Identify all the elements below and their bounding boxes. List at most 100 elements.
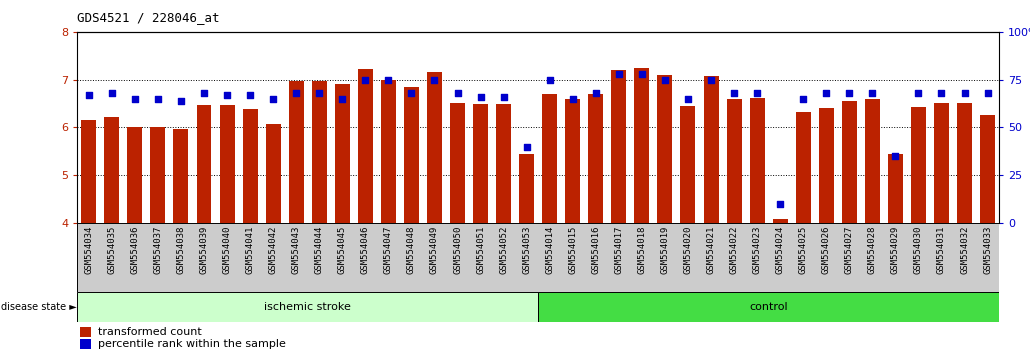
Text: GDS4521 / 228046_at: GDS4521 / 228046_at: [77, 11, 219, 24]
Point: [956, 90, 972, 96]
Point: [380, 77, 397, 82]
Point: [657, 77, 674, 82]
Point: [864, 90, 881, 96]
Point: [911, 90, 927, 96]
Bar: [519, 154, 535, 223]
Bar: [80, 339, 91, 349]
Point: [611, 71, 627, 77]
Bar: [981, 115, 995, 223]
Bar: [197, 105, 211, 223]
Text: GSM554023: GSM554023: [753, 226, 761, 274]
Text: percentile rank within the sample: percentile rank within the sample: [99, 339, 286, 349]
Text: GSM554039: GSM554039: [200, 226, 208, 274]
Point: [887, 153, 903, 159]
Point: [587, 90, 604, 96]
Point: [196, 90, 212, 96]
Point: [288, 90, 305, 96]
Bar: [703, 76, 719, 223]
Text: GSM554024: GSM554024: [776, 226, 785, 274]
Text: GSM554035: GSM554035: [107, 226, 116, 274]
Text: GSM554017: GSM554017: [614, 226, 623, 274]
Bar: [542, 94, 557, 223]
Point: [495, 94, 512, 100]
Bar: [473, 104, 488, 223]
Bar: [128, 127, 142, 223]
Point: [795, 96, 812, 102]
Bar: [81, 120, 96, 223]
Text: GSM554028: GSM554028: [868, 226, 877, 274]
Text: transformed count: transformed count: [99, 327, 202, 337]
Point: [265, 96, 281, 102]
Bar: [934, 103, 949, 223]
Point: [127, 96, 143, 102]
Point: [542, 77, 558, 82]
Point: [473, 94, 489, 100]
Text: GSM554036: GSM554036: [131, 226, 139, 274]
Bar: [726, 99, 742, 223]
Bar: [538, 292, 999, 322]
Bar: [819, 108, 833, 223]
Point: [726, 90, 743, 96]
Text: GSM554025: GSM554025: [798, 226, 808, 274]
Bar: [911, 107, 926, 223]
Text: GSM554027: GSM554027: [845, 226, 854, 274]
Point: [818, 90, 834, 96]
Bar: [219, 105, 235, 223]
Text: GSM554043: GSM554043: [291, 226, 301, 274]
Text: GSM554032: GSM554032: [960, 226, 969, 274]
Bar: [404, 87, 419, 223]
Text: GSM554029: GSM554029: [891, 226, 900, 274]
Text: GSM554034: GSM554034: [84, 226, 94, 274]
Bar: [288, 81, 304, 223]
Point: [933, 90, 950, 96]
Point: [149, 96, 166, 102]
Bar: [796, 112, 811, 223]
Bar: [312, 81, 327, 223]
Bar: [381, 80, 396, 223]
Point: [680, 96, 696, 102]
Point: [334, 96, 350, 102]
Point: [564, 96, 581, 102]
Point: [403, 90, 419, 96]
Bar: [681, 106, 695, 223]
Bar: [865, 99, 880, 223]
Text: ischemic stroke: ischemic stroke: [265, 302, 351, 312]
Point: [218, 92, 235, 98]
Point: [518, 144, 535, 149]
Bar: [80, 326, 91, 337]
Text: GSM554049: GSM554049: [430, 226, 439, 274]
Text: GSM554022: GSM554022: [729, 226, 739, 274]
Text: GSM554053: GSM554053: [522, 226, 531, 274]
Text: GSM554015: GSM554015: [569, 226, 577, 274]
Text: GSM554050: GSM554050: [453, 226, 462, 274]
Text: GSM554020: GSM554020: [684, 226, 692, 274]
Bar: [842, 101, 857, 223]
Bar: [450, 103, 465, 223]
Text: GSM554030: GSM554030: [914, 226, 923, 274]
Bar: [243, 109, 258, 223]
Text: GSM554026: GSM554026: [822, 226, 831, 274]
Text: GSM554031: GSM554031: [937, 226, 946, 274]
Bar: [335, 84, 350, 223]
Text: disease state ►: disease state ►: [1, 302, 77, 312]
Text: GSM554051: GSM554051: [476, 226, 485, 274]
Text: GSM554019: GSM554019: [660, 226, 670, 274]
Bar: [104, 117, 119, 223]
Text: GSM554045: GSM554045: [338, 226, 347, 274]
Point: [449, 90, 466, 96]
Point: [104, 90, 121, 96]
Bar: [427, 73, 442, 223]
Point: [771, 201, 788, 207]
Point: [311, 90, 328, 96]
Point: [842, 90, 858, 96]
Text: GSM554033: GSM554033: [983, 226, 992, 274]
Point: [242, 92, 259, 98]
Text: GSM554047: GSM554047: [384, 226, 392, 274]
Text: GSM554037: GSM554037: [153, 226, 163, 274]
Text: GSM554038: GSM554038: [176, 226, 185, 274]
Bar: [634, 68, 649, 223]
Point: [173, 98, 190, 103]
Bar: [957, 103, 972, 223]
Text: control: control: [750, 302, 788, 312]
Point: [80, 92, 97, 98]
